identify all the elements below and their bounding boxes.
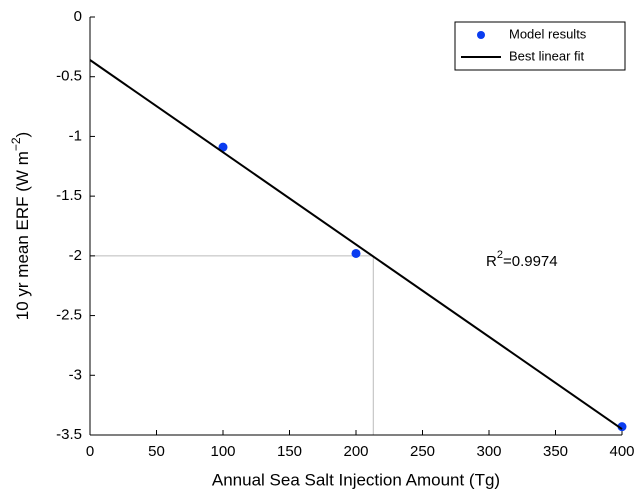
y-axis-label: 10 yr mean ERF (W m−2): [9, 132, 32, 320]
annotation-sup: 2: [497, 249, 503, 261]
x-tick-label: 250: [410, 443, 435, 460]
x-tick-label: 200: [343, 443, 368, 460]
y-tick-label: -1: [69, 127, 82, 144]
y-tick-label: -3: [69, 366, 82, 383]
legend-label: Model results: [509, 26, 587, 41]
fit-line: [89, 59, 623, 430]
y-axis-label-sup: −2: [9, 137, 23, 151]
x-tick-label: 400: [609, 443, 634, 460]
data-point: [218, 142, 228, 152]
x-tick-label: 100: [210, 443, 235, 460]
annotation: R2=0.9974: [486, 249, 558, 270]
y-tick-label: -3.5: [56, 426, 82, 443]
x-tick-label: 0: [86, 443, 94, 460]
x-tick-label: 150: [277, 443, 302, 460]
data-point: [617, 422, 627, 432]
legend-box: [454, 21, 626, 71]
y-tick-label: -2.5: [56, 307, 82, 324]
y-tick-label: -2: [69, 247, 82, 264]
annotation-main: R: [486, 253, 497, 270]
y-tick-label: 0: [74, 8, 82, 25]
y-tick-label: -0.5: [56, 68, 82, 85]
x-tick-label: 350: [543, 443, 568, 460]
annotation-end: =0.9974: [503, 253, 558, 270]
legend-marker: [477, 31, 485, 39]
data-point: [351, 248, 361, 258]
x-tick-label: 300: [476, 443, 501, 460]
x-tick-label: 50: [148, 443, 165, 460]
legend-label: Best linear fit: [509, 48, 585, 63]
y-axis-label-end: ): [13, 132, 32, 138]
y-tick-label: -1.5: [56, 187, 82, 204]
x-axis-label: Annual Sea Salt Injection Amount (Tg): [212, 470, 500, 489]
y-axis-label-main: 10 yr mean ERF (W m: [13, 151, 32, 320]
